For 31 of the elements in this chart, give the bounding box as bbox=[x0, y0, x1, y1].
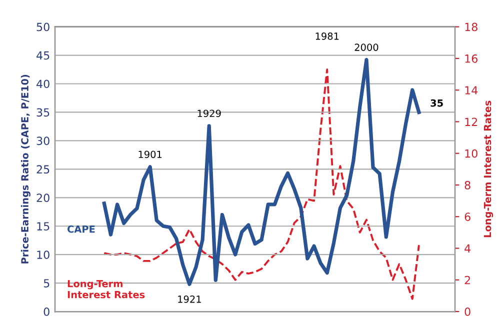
y-axis-title: Price-Earnings Ratio (CAPE, P/E10) bbox=[20, 74, 30, 264]
y-tick-label: 5 bbox=[44, 279, 50, 288]
y2-tick-label: 4 bbox=[464, 244, 470, 252]
y2-tick-label: 10 bbox=[465, 149, 478, 158]
annotation: 1981 bbox=[316, 32, 339, 40]
y-tick-label: 50 bbox=[36, 22, 50, 32]
y-tick-label: 25 bbox=[36, 165, 50, 174]
y-tick-label: 0 bbox=[44, 308, 50, 316]
y2-tick-label: 2 bbox=[464, 276, 470, 284]
series-label: Long-Term Interest Rates bbox=[68, 280, 145, 298]
y2-tick-label: 14 bbox=[465, 86, 478, 94]
y2-axis-title: Long-Term Interest Rates bbox=[484, 100, 494, 238]
annotation: 2000 bbox=[354, 44, 378, 52]
annotation: 1921 bbox=[178, 295, 201, 303]
y-tick-label: 35 bbox=[36, 108, 50, 117]
y2-tick-label: 16 bbox=[465, 54, 478, 63]
y-tick-label: 30 bbox=[36, 136, 50, 146]
y2-tick-label: 6 bbox=[464, 212, 470, 222]
y-tick-label: 45 bbox=[36, 51, 50, 60]
y2-tick-label: 0 bbox=[464, 308, 470, 316]
y-tick-label: 10 bbox=[37, 250, 50, 259]
y-tick-label: 20 bbox=[36, 194, 50, 202]
series-label: CAPE bbox=[67, 225, 95, 233]
annotation: 1929 bbox=[198, 110, 221, 118]
y2-tick-label: 12 bbox=[465, 118, 478, 126]
y-tick-label: 40 bbox=[36, 80, 50, 88]
annotation: 1901 bbox=[138, 150, 162, 158]
y-tick-label: 15 bbox=[37, 222, 50, 231]
y2-tick-label: 8 bbox=[464, 180, 470, 190]
y2-tick-label: 18 bbox=[465, 22, 478, 32]
annotation: 35 bbox=[430, 99, 443, 107]
